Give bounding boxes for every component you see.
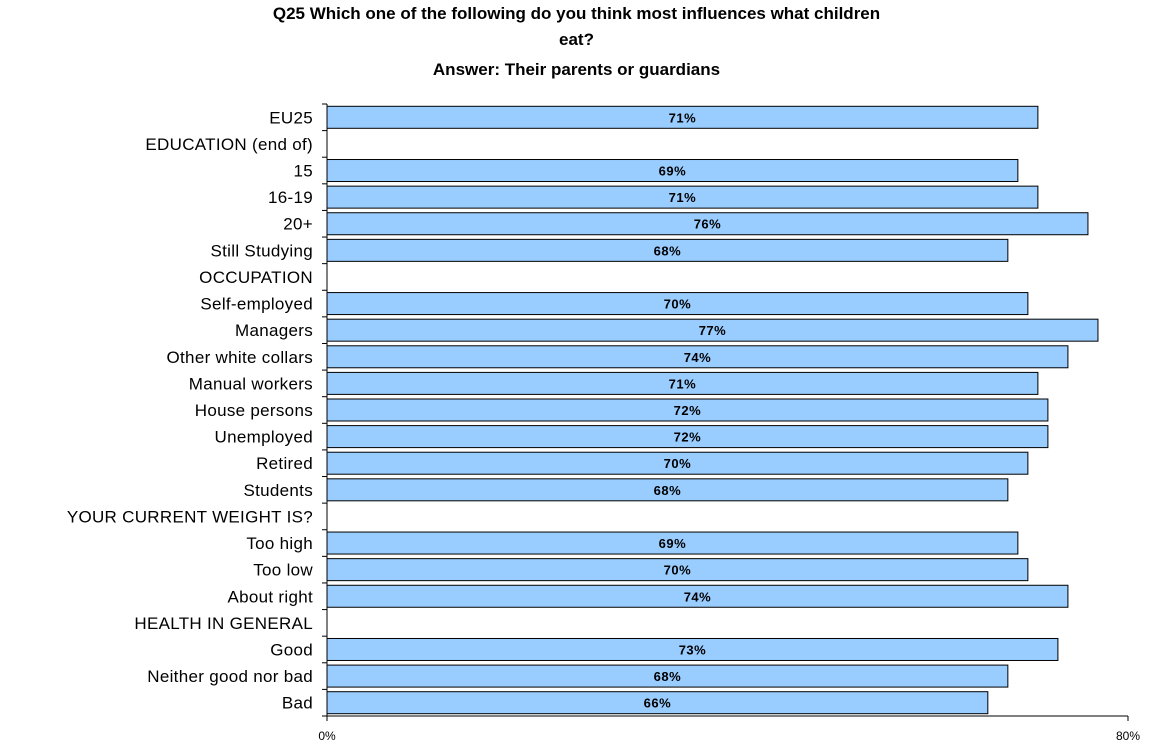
- category-label: Retired: [256, 454, 313, 473]
- x-tick-label: 0%: [318, 729, 336, 743]
- category-label: 15: [293, 162, 313, 181]
- category-label: Unemployed: [215, 428, 313, 447]
- data-label: 74%: [684, 589, 712, 604]
- category-label: Students: [243, 481, 313, 500]
- category-label: 20+: [283, 215, 313, 234]
- category-label: About right: [227, 587, 313, 606]
- data-label: 72%: [674, 403, 702, 418]
- category-label: House persons: [195, 401, 313, 420]
- data-label: 71%: [669, 190, 697, 205]
- data-label: 69%: [659, 536, 687, 551]
- category-label: OCCUPATION: [199, 268, 313, 287]
- data-label: 70%: [664, 297, 692, 312]
- data-label: 71%: [669, 110, 697, 125]
- data-label: 74%: [684, 350, 712, 365]
- data-label: 77%: [699, 323, 727, 338]
- category-label: 16-19: [268, 188, 313, 207]
- category-label: Too high: [246, 534, 313, 553]
- chart-title-line-3: Answer: Their parents or guardians: [432, 60, 721, 79]
- category-label: Manual workers: [189, 374, 313, 393]
- data-label: 66%: [644, 696, 672, 711]
- data-label: 68%: [654, 243, 682, 258]
- category-label: Bad: [282, 694, 313, 713]
- category-label: Too low: [253, 561, 313, 580]
- x-tick-label: 80%: [1116, 729, 1140, 743]
- data-label: 68%: [654, 669, 682, 684]
- data-label: 72%: [674, 430, 702, 445]
- category-label: HEALTH IN GENERAL: [134, 614, 313, 633]
- data-label: 70%: [664, 456, 692, 471]
- data-label: 70%: [664, 563, 692, 578]
- data-label: 69%: [659, 164, 687, 179]
- category-label: Neither good nor bad: [147, 667, 313, 686]
- category-label: YOUR CURRENT WEIGHT IS?: [67, 507, 313, 526]
- category-label: Good: [270, 640, 313, 659]
- data-label: 68%: [654, 483, 682, 498]
- data-label: 71%: [669, 376, 697, 391]
- category-label: Self-employed: [200, 295, 313, 314]
- chart-title-line-2: eat?: [559, 30, 594, 49]
- data-label: 73%: [679, 642, 707, 657]
- category-label: EDUCATION (end of): [145, 135, 313, 154]
- data-label: 76%: [694, 217, 722, 232]
- category-label: Other white collars: [167, 348, 313, 367]
- category-label: Managers: [235, 321, 313, 340]
- category-label: EU25: [269, 108, 313, 127]
- category-label: Still Studying: [211, 241, 313, 260]
- chart-title-line-1: Q25 Which one of the following do you th…: [272, 4, 881, 23]
